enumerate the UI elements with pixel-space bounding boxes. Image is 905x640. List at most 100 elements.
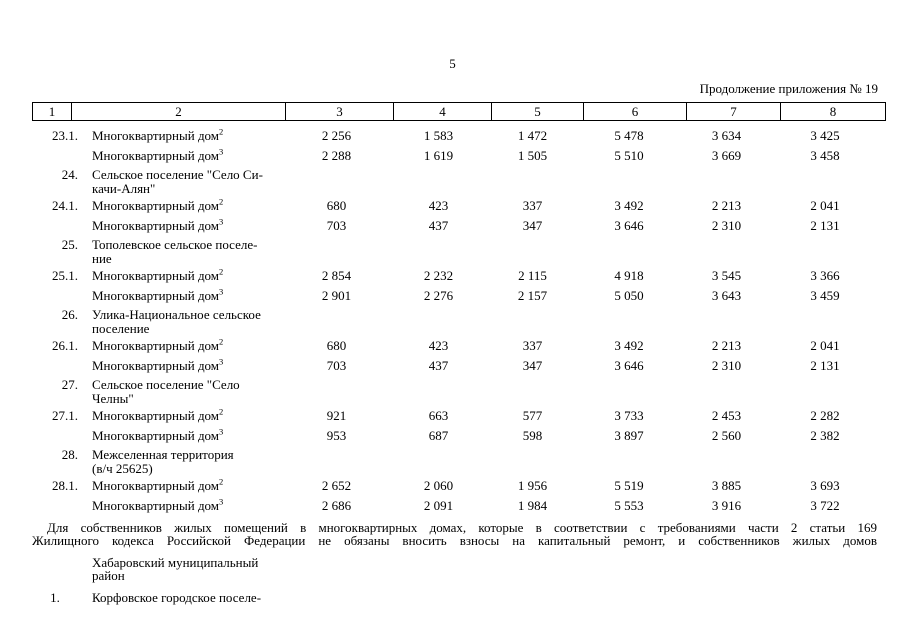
row-number: 26.1. bbox=[52, 337, 78, 353]
row-name-text: Многоквартирный дом bbox=[92, 127, 220, 143]
value-cell: 2 310 bbox=[711, 358, 742, 373]
section-row: 26. Улика-Национальное сельское поселение bbox=[32, 308, 877, 335]
table-row: 27.1. Многоквартирный дом2 921 663 577 3 733 2… bbox=[32, 406, 877, 423]
row-name-line: поселение bbox=[92, 320, 150, 336]
row-name-line: Тополевское сельское поселе- bbox=[92, 237, 258, 252]
row-name-text: Многоквартирный дом bbox=[92, 428, 220, 443]
value-cell: 347 bbox=[522, 218, 543, 233]
value-cell: 687 bbox=[428, 428, 449, 443]
value-cell: 2 213 bbox=[711, 337, 742, 353]
value-cell: 598 bbox=[522, 428, 543, 443]
value-cell: 423 bbox=[428, 197, 449, 213]
value-cell: 3 634 bbox=[711, 127, 742, 143]
header-cell-7: 7 bbox=[686, 102, 781, 121]
section-row: 28. Межселенная территория (в/ч 25625) bbox=[32, 448, 877, 475]
continuation-note: Продолжение приложения № 19 bbox=[699, 81, 878, 96]
value-cell: 423 bbox=[428, 337, 449, 353]
note-line: Для собственников жилых помещений в мног… bbox=[47, 519, 877, 535]
footer-rows: Хабаровский муниципальный район 1. Корфовск… bbox=[32, 554, 877, 605]
value-cell: 5 519 bbox=[614, 477, 644, 493]
row-name-line: (в/ч 25625) bbox=[92, 460, 153, 476]
value-cell: 2 382 bbox=[810, 428, 840, 443]
header-cell-3: 3 bbox=[285, 102, 394, 121]
row-name: Хабаровский муниципальный район bbox=[78, 554, 283, 583]
value-cell: 2 652 bbox=[321, 477, 352, 493]
value-cell: 3 459 bbox=[810, 288, 840, 303]
section-row: 25. Тополевское сельское поселе-ние bbox=[32, 238, 877, 265]
row-number: 23.1. bbox=[52, 127, 78, 143]
row-name-text: Многоквартирный дом bbox=[92, 218, 220, 233]
value-cell: 2 288 bbox=[321, 148, 352, 163]
value-cell: 680 bbox=[326, 337, 347, 353]
value-cell: 577 bbox=[522, 407, 543, 423]
row-name: Многоквартирный дом3 bbox=[78, 217, 283, 233]
value-cell: 2 041 bbox=[810, 197, 840, 213]
row-name: Многоквартирный дом2 bbox=[78, 266, 283, 283]
row-name-superscript: 2 bbox=[219, 266, 224, 277]
row-name-text: Многоквартирный дом bbox=[92, 407, 220, 423]
table-row: Многоквартирный дом3 2 288 1 619 1 505 5 510… bbox=[32, 146, 877, 163]
table-row: Многоквартирный дом3 703 437 347 3 646 2 310 2… bbox=[32, 217, 877, 233]
value-cell: 2 213 bbox=[711, 197, 742, 213]
row-name-superscript: 3 bbox=[219, 426, 224, 437]
value-cell: 437 bbox=[428, 358, 449, 373]
table-row: Многоквартирный дом3 2 901 2 276 2 157 5 050… bbox=[32, 287, 877, 303]
row-number: 27.1. bbox=[52, 407, 78, 423]
value-cell: 1 984 bbox=[517, 498, 548, 513]
row-name: Улика-Национальное сельское поселение bbox=[78, 308, 283, 335]
row-name-text: Многоквартирный дом bbox=[92, 148, 220, 163]
row-name-text: Многоквартирный дом bbox=[92, 197, 220, 213]
table-row: 23.1. Многоквартирный дом2 2 256 1 583 1 472… bbox=[32, 126, 877, 143]
value-cell: 2 686 bbox=[321, 498, 352, 513]
value-cell: 2 453 bbox=[711, 407, 742, 423]
row-name: Корфовское городское поселе- bbox=[78, 590, 283, 605]
row-name-superscript: 3 bbox=[219, 146, 224, 157]
note-paragraph: Для собственников жилых помещений в мног… bbox=[32, 519, 877, 548]
table-row: 28.1. Многоквартирный дом2 2 652 2 060 1 956… bbox=[32, 477, 877, 493]
row-name: Межселенная территория (в/ч 25625) bbox=[78, 448, 283, 475]
row-name-superscript: 3 bbox=[219, 496, 224, 507]
value-cell: 2 276 bbox=[423, 288, 454, 303]
value-cell: 3 885 bbox=[711, 477, 742, 493]
value-cell: 3 646 bbox=[614, 358, 644, 373]
value-cell: 2 232 bbox=[423, 267, 454, 283]
row-number: 25. bbox=[61, 237, 78, 252]
value-cell: 3 366 bbox=[810, 267, 840, 283]
row-name: Сельское поселение "Село Челны" bbox=[78, 378, 283, 405]
row-name-line: ние bbox=[92, 250, 112, 266]
page-number: 5 bbox=[449, 56, 456, 71]
row-name: Многоквартирный дом3 bbox=[78, 357, 283, 373]
value-cell: 703 bbox=[326, 358, 347, 373]
row-name: Многоквартирный дом2 bbox=[78, 337, 283, 353]
row-name-superscript: 2 bbox=[219, 126, 224, 137]
note-line: Жилищного кодекса Российской Федерации н… bbox=[32, 533, 877, 548]
section-row: 1. Корфовское городское поселе- bbox=[32, 590, 877, 605]
row-name-line: качи-Алян" bbox=[92, 180, 156, 196]
row-name: Многоквартирный дом2 bbox=[78, 406, 283, 423]
row-name-line: Хабаровский муниципальный bbox=[92, 554, 259, 570]
header-cell-5: 5 bbox=[491, 102, 584, 121]
value-cell: 2 060 bbox=[423, 477, 454, 493]
header-cell-6: 6 bbox=[583, 102, 687, 121]
value-cell: 2 115 bbox=[518, 267, 547, 283]
row-name-line: Челны" bbox=[92, 390, 134, 406]
row-name: Многоквартирный дом3 bbox=[78, 426, 283, 443]
value-cell: 3 669 bbox=[711, 148, 742, 163]
value-cell: 2 256 bbox=[321, 127, 352, 143]
row-name-text: Многоквартирный дом bbox=[92, 337, 220, 353]
row-name-superscript: 2 bbox=[219, 406, 224, 417]
table-body: 23.1. Многоквартирный дом2 2 256 1 583 1 472… bbox=[32, 126, 877, 513]
row-name: Тополевское сельское поселе-ние bbox=[78, 238, 283, 265]
value-cell: 1 956 bbox=[517, 477, 548, 493]
row-number: 26. bbox=[61, 307, 78, 322]
value-cell: 3 733 bbox=[614, 407, 644, 423]
header-cell-8: 8 bbox=[780, 102, 886, 121]
header-cell-2: 2 bbox=[71, 102, 286, 121]
row-name: Многоквартирный дом3 bbox=[78, 287, 283, 303]
value-cell: 2 131 bbox=[810, 358, 840, 373]
value-cell: 337 bbox=[522, 197, 543, 213]
value-cell: 5 478 bbox=[614, 127, 644, 143]
value-cell: 1 472 bbox=[517, 127, 548, 143]
